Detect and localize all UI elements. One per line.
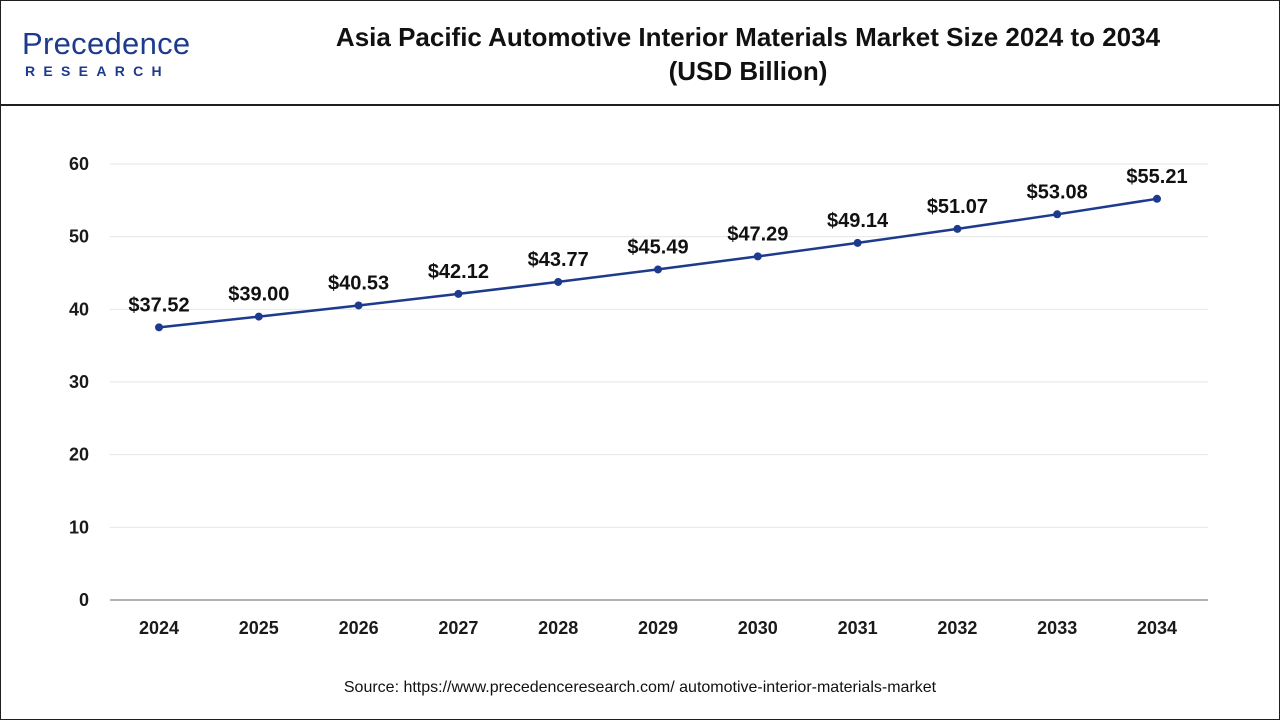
series-line: [158, 197, 1158, 329]
x-tick-label-2028: 2028: [538, 618, 578, 638]
precedence-research-logo: Precedence RESEARCH: [22, 26, 222, 86]
data-points: [155, 194, 1161, 332]
data-labels: $37.52 $39.00 $40.53 $42.12 $43.77 $45.49 $47.…: [128, 166, 1187, 317]
data-point-2028: [554, 277, 563, 286]
y-tick-label-10: 10: [69, 517, 89, 537]
x-tick-label-2029: 2029: [638, 618, 678, 638]
x-tick-label-2025: 2025: [239, 618, 279, 638]
data-label-2029: $45.49: [627, 236, 688, 258]
data-point-2032: [953, 224, 962, 233]
x-tick-label-2032: 2032: [937, 618, 977, 638]
chart-title: Asia Pacific Automotive Interior Materia…: [230, 20, 1266, 88]
header: Precedence RESEARCH Asia Pacific Automot…: [0, 0, 1280, 106]
data-label-2027: $42.12: [428, 261, 489, 283]
source-note: Source: https://www.precedenceresearch.c…: [343, 679, 937, 696]
data-point-2024: [155, 323, 163, 332]
data-point-2027: [454, 289, 463, 298]
data-label-2025: $39.00: [228, 284, 289, 306]
y-tick-label-30: 30: [69, 372, 89, 392]
y-axis-ticks: 0 10 20 30 40 50 60: [69, 154, 89, 610]
x-tick-label-2034: 2034: [1137, 618, 1177, 638]
data-point-2025: [254, 312, 263, 321]
data-point-2030: [753, 252, 762, 261]
data-label-2032: $51.07: [927, 196, 988, 218]
y-tick-label-0: 0: [79, 590, 89, 610]
data-point-2033: [1053, 210, 1062, 219]
y-tick-label-50: 50: [69, 227, 89, 247]
y-tick-label-40: 40: [69, 299, 89, 319]
chart-title-line-2: (USD Billion): [668, 56, 828, 86]
chart-title-line-1: Asia Pacific Automotive Interior Materia…: [335, 22, 1161, 52]
logo-wordmark: Precedence: [22, 26, 191, 61]
y-tick-label-20: 20: [69, 445, 89, 465]
data-label-2030: $47.29: [727, 223, 788, 245]
x-tick-label-2024: 2024: [139, 618, 179, 638]
x-axis-ticks: 2024 2025 2026 2027 2028 2029 2030 2031 2032 2033…: [139, 618, 1177, 638]
logo-subtitle: RESEARCH: [25, 63, 170, 79]
x-tick-label-2031: 2031: [838, 618, 878, 638]
data-point-2026: [354, 301, 363, 310]
data-label-2033: $53.08: [1027, 181, 1088, 203]
grid-lines: [110, 163, 1208, 601]
data-label-2031: $49.14: [827, 210, 889, 232]
series-polyline: [158, 197, 1158, 329]
x-tick-label-2026: 2026: [339, 618, 379, 638]
x-tick-label-2033: 2033: [1037, 618, 1077, 638]
data-label-2028: $43.77: [528, 249, 589, 271]
data-label-2026: $40.53: [328, 272, 389, 294]
x-tick-label-2030: 2030: [738, 618, 778, 638]
x-tick-label-2027: 2027: [438, 618, 478, 638]
data-point-2034: [1153, 194, 1161, 203]
data-point-2031: [853, 238, 862, 247]
data-label-2034: $55.21: [1126, 166, 1187, 188]
data-point-2029: [654, 265, 662, 274]
y-tick-label-60: 60: [69, 154, 89, 174]
data-label-2024: $37.52: [128, 294, 189, 316]
